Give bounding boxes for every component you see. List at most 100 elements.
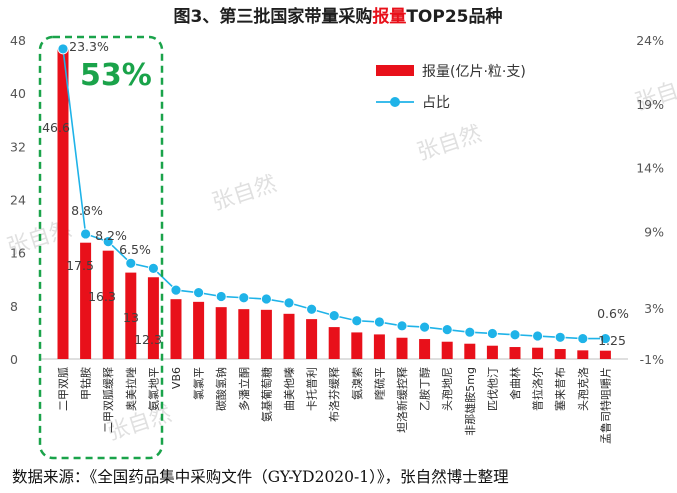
bar-普拉洛尔: [532, 347, 544, 359]
share-point-二甲双胍缓释: [102, 236, 114, 248]
source-note: 数据来源：《全国药品集中采购文件（GY-YD2020-1）》，张自然博士整理: [12, 468, 509, 486]
bar-匹伐他汀: [486, 345, 498, 359]
bar-value-label: 13: [123, 310, 139, 325]
share-value-label: 0.6%: [597, 306, 629, 321]
right-tick-label: 3%: [644, 301, 664, 316]
bar-二甲双胍缓释: [102, 250, 114, 359]
bar-喹硫平: [373, 334, 385, 359]
category-label: 坦洛新缓控释: [395, 367, 409, 433]
left-tick-label: 0: [10, 352, 18, 367]
share-value-label: 23.3%: [69, 39, 109, 54]
share-point-曲美他嗪: [283, 297, 295, 309]
legend-line-marker: [390, 97, 400, 107]
bar-value-label: 1.25: [598, 333, 626, 348]
share-point-普拉洛尔: [532, 330, 543, 342]
share-value-label: 6.5%: [119, 242, 151, 257]
bar-碳酸氢钠: [215, 307, 227, 359]
category-label: 甲钴胺: [79, 367, 93, 400]
category-label: 头孢地尼: [441, 367, 454, 411]
share-point-多潘立酮: [238, 292, 250, 304]
category-label: 多潘立酮: [237, 367, 251, 411]
bar-坦洛新缓控释: [396, 337, 408, 359]
title-highlight: 报量: [372, 6, 406, 27]
legend-bar-swatch: [376, 65, 414, 76]
left-tick-label: 48: [10, 33, 26, 48]
share-point-氨氯地平: [147, 263, 159, 274]
bar-data-labels: 46.6 17.5 16.3 13 12.3 1.25: [42, 120, 626, 348]
title-suffix: TOP25品种: [406, 6, 502, 27]
share-point-VB6: [170, 284, 182, 296]
share-point-二甲双胍: [57, 43, 69, 55]
right-tick-label: 24%: [636, 33, 664, 48]
category-label: 塞来昔布: [553, 367, 567, 411]
bar-孟鲁司特咀嚼片: [599, 350, 611, 359]
right-tick-label: 14%: [636, 161, 664, 176]
bar-value-label: 17.5: [66, 258, 94, 273]
share-point-喹硫平: [373, 316, 385, 328]
left-tick-label: 16: [10, 246, 26, 261]
bar-value-label: 46.6: [42, 120, 70, 135]
line-data-labels: 23.3% 8.8% 8.2%6.5% 0.6%: [69, 39, 629, 321]
share-point-舍曲林: [509, 329, 521, 341]
category-label: 氯氯平: [192, 367, 206, 400]
share-point-氨溴索: [351, 315, 363, 327]
bar-氯氯平: [193, 301, 205, 359]
line-series: [57, 43, 611, 344]
share-point-塞来昔布: [554, 331, 566, 343]
bar-二甲双胍: [57, 49, 69, 359]
category-label: 普拉洛尔: [531, 367, 545, 411]
right-tick-label: 19%: [636, 97, 664, 112]
category-label: 喹硫平: [372, 367, 386, 400]
bar-非那雄胺5mg: [464, 343, 476, 359]
share-point-氨基葡萄糖: [260, 293, 272, 305]
right-axis: -1% 3% 9% 14% 19% 24%: [636, 33, 664, 367]
share-value-label: 8.8%: [71, 203, 103, 218]
bar-氨基葡萄糖: [260, 309, 272, 359]
share-point-氯氯平: [193, 287, 205, 299]
bar-塞来昔布: [554, 349, 566, 359]
right-tick-label: -1%: [640, 352, 664, 367]
left-tick-label: 8: [10, 299, 18, 314]
share-point-碳酸氢钠: [215, 291, 227, 302]
share-point-坦洛新缓控释: [396, 320, 408, 332]
share-point-头孢地尼: [441, 324, 453, 336]
share-point-乙胺丁醇: [419, 321, 431, 333]
category-label: VB6: [170, 367, 183, 389]
category-label: 氨氯地平: [146, 367, 160, 411]
left-tick-label: 40: [10, 86, 26, 101]
highlight-percent: 53%: [80, 58, 152, 93]
right-tick-label: 9%: [644, 224, 664, 239]
category-label: 卡托普利: [305, 367, 319, 411]
category-label: 曲美他嗪: [283, 367, 296, 411]
bar-series: [57, 49, 611, 359]
category-label: 乙胺丁醇: [418, 367, 432, 411]
category-label: 碳酸氢钠: [214, 367, 228, 411]
bar-卡托普利: [306, 319, 318, 359]
bar-氨氯地平: [147, 277, 159, 359]
legend-bar-label: 报量(亿片·粒·支): [422, 64, 526, 80]
legend: 报量(亿片·粒·支) 占比: [376, 64, 526, 111]
bar-甲钴胺: [80, 242, 92, 359]
watermark-2: 张自然: [414, 122, 485, 166]
category-labels: 二甲双胍 甲钴胺 二甲双胍缓释 奥美拉唑 氨氯地平 VB6 氯氯平 碳酸氢钠 多潘立酮 氨基葡萄糖…: [56, 367, 612, 444]
share-point-头孢克洛: [577, 333, 589, 344]
left-tick-label: 24: [10, 193, 26, 208]
category-label: 非那雄胺5mg: [463, 367, 477, 436]
bar-氨溴索: [351, 332, 363, 359]
category-label: 氨溴索: [350, 367, 364, 400]
category-label: 孟鲁司特咀嚼片: [598, 367, 612, 444]
share-point-孟鲁司特咀嚼片: [600, 333, 611, 344]
share-point-卡托普利: [306, 303, 318, 315]
title-prefix: 图3、第三批国家带量采购: [174, 6, 373, 27]
share-value-label: 8.2%: [95, 228, 127, 243]
share-point-匹伐他汀: [486, 328, 498, 339]
chart-title: 图3、第三批国家带量采购报量TOP25品种: [174, 6, 503, 27]
share-point-奥美拉唑: [125, 257, 137, 269]
left-tick-label: 32: [10, 139, 26, 154]
category-label: 舍曲林: [508, 367, 522, 400]
bar-乙胺丁醇: [419, 339, 431, 359]
bar-value-label: 12.3: [134, 332, 162, 347]
bar-奥美拉唑: [125, 272, 137, 359]
category-label: 布洛芬缓释: [327, 367, 341, 422]
